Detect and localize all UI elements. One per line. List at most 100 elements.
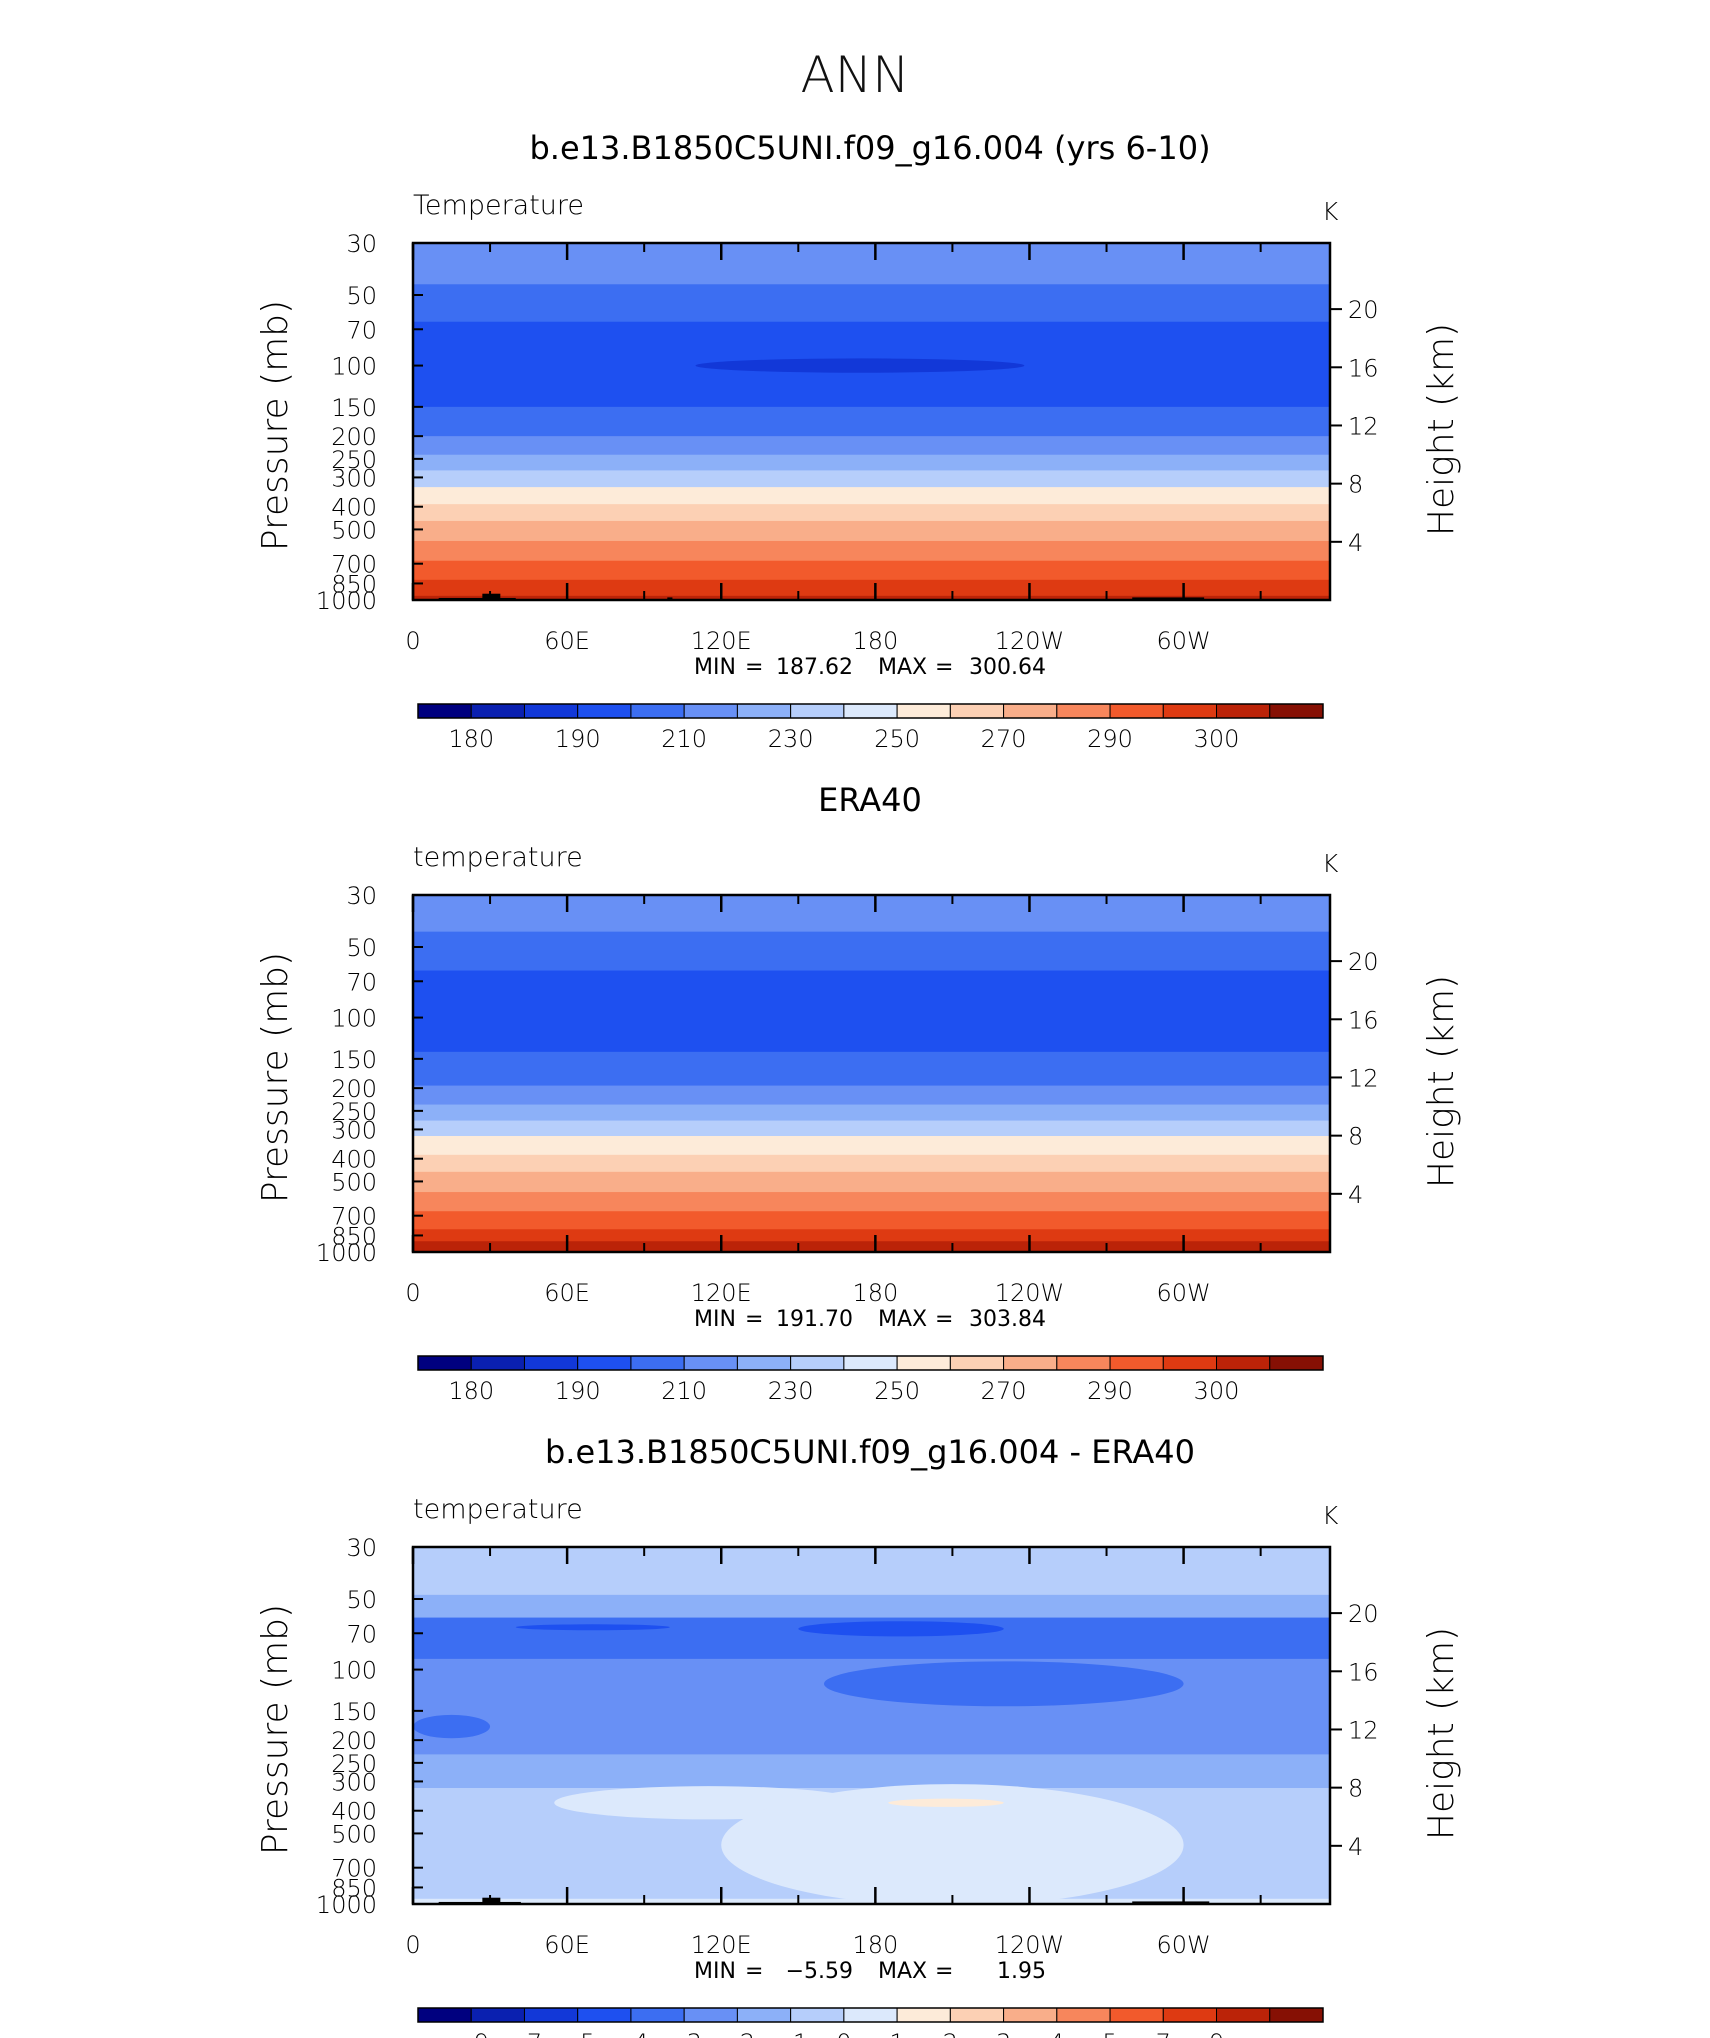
topography-mask: [1132, 1901, 1210, 1904]
colorbar-label: 230: [768, 1377, 814, 1405]
contour-band: [413, 1051, 1330, 1087]
variable-label: Temperature: [413, 190, 584, 221]
min-label: MIN: [694, 1307, 736, 1332]
height-tick-label: 16: [1348, 354, 1379, 382]
height-tick-label: 8: [1348, 471, 1363, 499]
main-title: ANN: [800, 46, 909, 104]
colorbar-swatch: [1056, 1355, 1111, 1371]
contour-band: [413, 504, 1330, 522]
y-tick-label: 150: [331, 1698, 377, 1726]
contour-band: [413, 1211, 1330, 1230]
colorbar-label: 3: [996, 2029, 1011, 2038]
colorbar-swatch: [736, 703, 792, 719]
colorbar-swatch: [1269, 2007, 1324, 2023]
contour-band: [413, 579, 1330, 597]
contour-band: [413, 470, 1330, 488]
y-axis-label: Pressure (mb): [255, 300, 296, 551]
colorbar-swatch: [1216, 703, 1271, 719]
height-tick-label: 12: [1348, 412, 1379, 440]
colorbar-swatch: [1162, 703, 1218, 719]
colorbar-swatch: [1269, 703, 1324, 719]
colorbar-swatch: [683, 2007, 738, 2023]
colorbar-swatch: [470, 2007, 525, 2023]
height-tick-label: 4: [1348, 1833, 1363, 1861]
contour-band: [413, 895, 1330, 933]
contour-band: [413, 595, 1330, 600]
colorbar-swatch: [949, 1355, 1005, 1371]
x-tick-label: 120W: [995, 1931, 1065, 1959]
colorbar-swatch: [790, 1355, 845, 1371]
colorbar-swatch: [523, 1355, 579, 1371]
contour-band: [413, 931, 1330, 972]
y-tick-label: 50: [346, 934, 377, 962]
contour-band: [413, 1085, 1330, 1106]
contour-band: [413, 1171, 1330, 1193]
colorbar-swatch: [470, 703, 525, 719]
colorbar-label: 7: [1156, 2029, 1171, 2038]
contour-band: [413, 520, 1330, 542]
colorbar-swatch: [577, 703, 632, 719]
colorbar-swatch: [896, 1355, 951, 1371]
y-tick-label: 70: [346, 1620, 377, 1648]
y-tick-label: 50: [346, 282, 377, 310]
colorbar-label: 300: [1194, 725, 1240, 753]
colorbar-swatch: [1109, 2007, 1164, 2023]
x-tick-label: 60E: [544, 1279, 590, 1307]
colorbar-swatch: [736, 1355, 792, 1371]
colorbar-label: 230: [768, 725, 814, 753]
panel-difference: b.e13.B1850C5UNI.f09_g16.004 - ERA40 temp…: [255, 1433, 1462, 2038]
y-tick-label: 250: [331, 1750, 377, 1778]
x-tick-label: 60W: [1156, 1931, 1210, 1959]
y-tick-label: 30: [346, 882, 377, 910]
y-tick-label: 70: [346, 316, 377, 344]
height-tick-label: 20: [1348, 296, 1379, 324]
y-tick-label: 850: [331, 1874, 377, 1902]
colorbar-label: 1: [889, 2029, 904, 2038]
colorbar-swatch: [630, 703, 685, 719]
topography-mask: [1132, 597, 1205, 600]
contour-band: [413, 406, 1330, 437]
colorbar-swatch: [417, 703, 472, 719]
y-tick-label: 30: [346, 230, 377, 258]
colorbar-label: 210: [661, 1377, 707, 1405]
variable-label: temperature: [413, 842, 583, 873]
colorbar-swatch: [470, 1355, 525, 1371]
colorbar-swatch: [630, 1355, 685, 1371]
colorbar-swatch: [1109, 1355, 1164, 1371]
colorbar-swatch: [843, 1355, 898, 1371]
y-axis-label-right: Height (km): [1421, 1627, 1462, 1840]
contour-band: [413, 1120, 1330, 1137]
min-label: MIN: [694, 655, 736, 680]
plot-frame: [411, 1545, 1332, 1906]
x-tick-label: 60W: [1156, 627, 1210, 655]
x-tick-label: 120E: [691, 1931, 752, 1959]
colorbar-label: −9: [454, 2029, 489, 2038]
y-tick-label: 1000: [316, 587, 377, 615]
min-value: 191.70: [776, 1307, 853, 1332]
colorbar-label: 190: [555, 1377, 601, 1405]
contour-feature: [695, 358, 1025, 373]
colorbar-swatch: [1216, 2007, 1271, 2023]
contour-band: [413, 243, 1330, 285]
y-tick-label: 400: [331, 1146, 377, 1174]
x-tick-label: 180: [852, 627, 898, 655]
y-tick-label: 200: [331, 423, 377, 451]
contour-band: [413, 970, 1330, 1053]
contour-band: [413, 1594, 1330, 1619]
height-tick-label: 8: [1348, 1775, 1363, 1803]
height-tick-label: 4: [1348, 1181, 1363, 1209]
colorbar-swatch: [1162, 2007, 1218, 2023]
min-value: 187.62: [776, 655, 853, 680]
y-axis-label: Pressure (mb): [255, 952, 296, 1203]
height-tick-label: 20: [1348, 1600, 1379, 1628]
y-tick-label: 200: [331, 1727, 377, 1755]
svg-text:=: =: [745, 1307, 763, 1332]
y-tick-label: 300: [331, 464, 377, 492]
x-tick-label: 120E: [691, 1279, 752, 1307]
height-tick-label: 8: [1348, 1123, 1363, 1151]
colorbar-swatch: [1162, 1355, 1218, 1371]
y-tick-label: 1000: [316, 1891, 377, 1919]
colorbar-swatch: [1056, 703, 1111, 719]
y-tick-label: 250: [331, 446, 377, 474]
